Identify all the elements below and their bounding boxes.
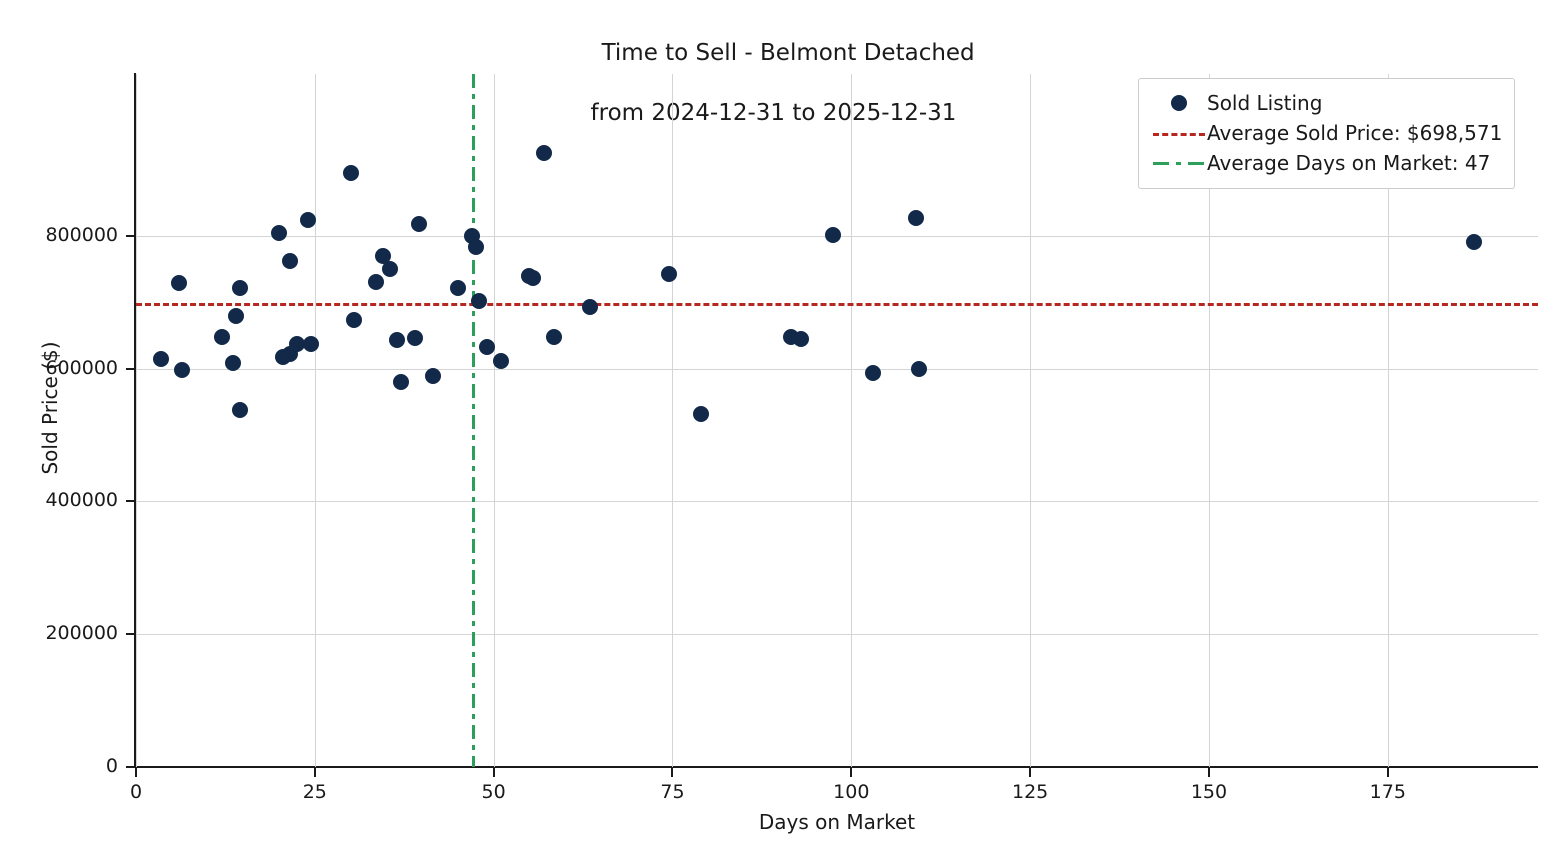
scatter-point xyxy=(271,225,288,242)
x-axis-tick-label: 75 xyxy=(660,781,685,803)
gridline-horizontal xyxy=(136,368,1538,370)
plot-area xyxy=(136,74,1538,767)
scatter-point xyxy=(410,216,427,233)
y-axis-tick-label: 0 xyxy=(105,755,118,777)
y-axis-tick-label: 200000 xyxy=(45,622,118,645)
scatter-point xyxy=(288,335,305,352)
scatter-point xyxy=(299,212,316,229)
legend-item-average-sold-price: Average Sold Price: $698,571 xyxy=(1151,118,1502,148)
scatter-point xyxy=(582,298,599,315)
scatter-point xyxy=(478,339,495,356)
scatter-point xyxy=(424,368,441,385)
scatter-point xyxy=(793,330,810,347)
scatter-point xyxy=(174,362,191,379)
x-axis-tick-label: 50 xyxy=(481,781,506,803)
scatter-point xyxy=(660,266,677,283)
scatter-point xyxy=(224,355,241,372)
y-axis-tick xyxy=(126,633,135,636)
scatter-point xyxy=(374,247,391,264)
scatter-point xyxy=(381,261,398,278)
x-axis-tick xyxy=(1207,768,1210,777)
scatter-point xyxy=(170,275,187,292)
gridline-vertical xyxy=(1030,74,1032,767)
plot-clip xyxy=(136,74,1538,767)
chart-title-line1: Time to Sell - Belmont Detached xyxy=(601,40,975,66)
scatter-point xyxy=(864,364,881,381)
x-axis-title: Days on Market xyxy=(758,810,916,834)
gridline-vertical xyxy=(136,74,137,767)
gridline-vertical xyxy=(672,74,674,767)
legend-dashdot-line-icon xyxy=(1151,151,1207,175)
scatter-point xyxy=(911,360,928,377)
y-axis-tick-label: 600000 xyxy=(45,356,118,379)
x-axis-tick xyxy=(492,768,495,777)
scatter-point xyxy=(907,210,924,227)
legend-item-sold-listing: Sold Listing xyxy=(1151,88,1502,118)
chart-legend: Sold Listing Average Sold Price: $698,57… xyxy=(1138,78,1516,189)
average-sold-price-line xyxy=(136,303,1538,307)
x-axis-tick xyxy=(1029,768,1032,777)
legend-label-average-days-on-market: Average Days on Market: 47 xyxy=(1207,151,1491,175)
scatter-point xyxy=(389,331,406,348)
legend-marker-dot-icon xyxy=(1151,91,1207,115)
gridline-vertical xyxy=(1208,74,1210,767)
x-axis-tick-label: 25 xyxy=(302,781,327,803)
x-axis-tick-label: 175 xyxy=(1369,781,1406,803)
scatter-point xyxy=(303,335,320,352)
scatter-point xyxy=(546,328,563,345)
legend-label-sold-listing: Sold Listing xyxy=(1207,91,1323,115)
scatter-point xyxy=(228,307,245,324)
scatter-point xyxy=(406,330,423,347)
scatter-point xyxy=(153,351,170,368)
y-axis-title: Sold Price ($) xyxy=(38,341,62,475)
x-axis-tick xyxy=(313,768,316,777)
scatter-point xyxy=(471,293,488,310)
x-axis-tick xyxy=(1386,768,1389,777)
scatter-point xyxy=(1465,233,1482,250)
chart-subtitle: from 2024-12-31 to 2025-12-31 xyxy=(590,100,957,126)
x-axis-tick-label: 100 xyxy=(833,781,870,803)
y-axis-tick xyxy=(126,367,135,370)
scatter-point xyxy=(467,238,484,255)
scatter-point xyxy=(492,352,509,369)
average-days-on-market-line xyxy=(472,74,476,767)
gridline-horizontal xyxy=(136,634,1538,636)
y-axis-spine xyxy=(134,73,136,768)
x-axis-tick-label: 150 xyxy=(1190,781,1228,803)
x-axis-tick-label: 0 xyxy=(129,781,143,803)
scatter-point xyxy=(231,401,248,418)
gridline-horizontal xyxy=(136,501,1538,503)
y-axis-tick xyxy=(126,766,135,768)
y-axis-tick xyxy=(126,500,135,503)
scatter-point xyxy=(342,164,359,181)
scatter-point xyxy=(231,279,248,296)
scatter-point xyxy=(825,227,842,244)
gridline-vertical xyxy=(851,74,853,767)
gridline-vertical xyxy=(314,74,316,767)
x-axis-tick xyxy=(135,768,137,777)
scatter-point xyxy=(535,144,552,161)
scatter-point xyxy=(524,270,541,287)
legend-dashed-line-icon xyxy=(1151,121,1207,145)
scatter-point xyxy=(693,405,710,422)
scatter-point xyxy=(213,328,230,345)
y-axis-tick xyxy=(126,234,135,237)
x-axis-spine xyxy=(134,766,1538,768)
x-axis-tick xyxy=(671,768,674,777)
chart-title: Time to Sell - Belmont Detached from 202… xyxy=(0,8,1547,188)
x-axis-tick-label: 125 xyxy=(1011,781,1049,803)
x-axis-tick xyxy=(850,768,853,777)
y-axis-tick-label: 800000 xyxy=(45,223,118,246)
legend-item-average-days-on-market: Average Days on Market: 47 xyxy=(1151,148,1502,178)
legend-label-average-sold-price: Average Sold Price: $698,571 xyxy=(1207,121,1503,145)
scatter-point xyxy=(281,253,298,270)
y-axis-tick-label: 400000 xyxy=(45,489,118,512)
scatter-point xyxy=(392,374,409,390)
scatter-point xyxy=(367,274,384,291)
gridline-vertical xyxy=(493,74,495,767)
scatter-point xyxy=(449,279,466,296)
gridline-vertical xyxy=(1387,74,1389,767)
scatter-point xyxy=(346,311,363,328)
